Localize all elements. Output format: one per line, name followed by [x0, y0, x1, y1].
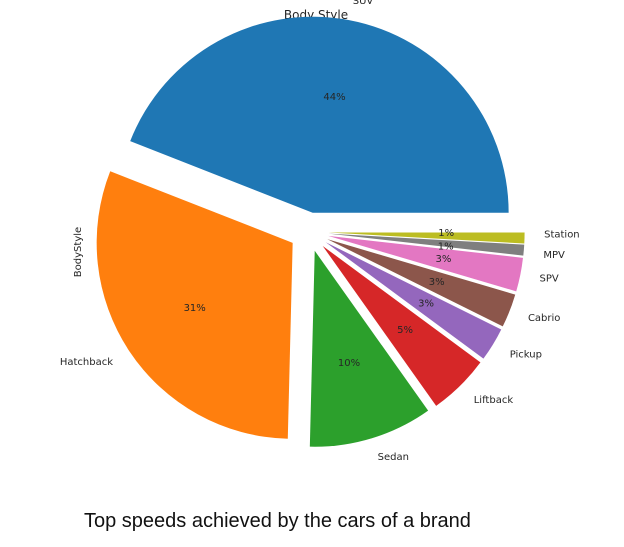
pie-slices	[96, 16, 525, 447]
pct-sedan: 10%	[338, 358, 360, 369]
pct-spv: 3%	[436, 254, 452, 265]
slice-pickup	[325, 242, 502, 359]
pct-pickup: 3%	[418, 299, 434, 310]
pct-hatchback: 31%	[184, 303, 206, 314]
label-spv: SPV	[540, 274, 559, 285]
pct-mpv: 1%	[438, 242, 454, 253]
label-cabrio: Cabrio	[528, 313, 560, 324]
pct-liftback: 5%	[397, 325, 413, 336]
caption: Top speeds achieved by the cars of a bra…	[84, 510, 471, 532]
slice-station	[328, 232, 525, 244]
label-suv: SUV	[353, 0, 374, 7]
label-station: Station	[544, 230, 580, 241]
label-liftback: Liftback	[474, 395, 514, 406]
pct-cabrio: 3%	[429, 277, 445, 288]
pct-suv: 44%	[323, 92, 345, 103]
slice-mpv	[328, 233, 525, 256]
slice-liftback	[322, 245, 481, 406]
y-axis-label: BodyStyle	[73, 227, 84, 277]
pie-labels: SUV 44% Hatchback 31% Sedan 10% Liftback 5% Pick…	[60, 0, 580, 463]
label-pickup: Pickup	[510, 350, 542, 361]
label-hatchback: Hatchback	[60, 357, 113, 368]
slice-sedan	[309, 250, 429, 447]
label-sedan: Sedan	[378, 452, 409, 463]
slice-cabrio	[327, 239, 516, 327]
slice-hatchback	[96, 171, 293, 439]
pct-station: 1%	[438, 228, 454, 239]
label-mpv: MPV	[543, 250, 565, 261]
slice-spv	[328, 235, 523, 292]
slice-suv	[130, 16, 509, 213]
